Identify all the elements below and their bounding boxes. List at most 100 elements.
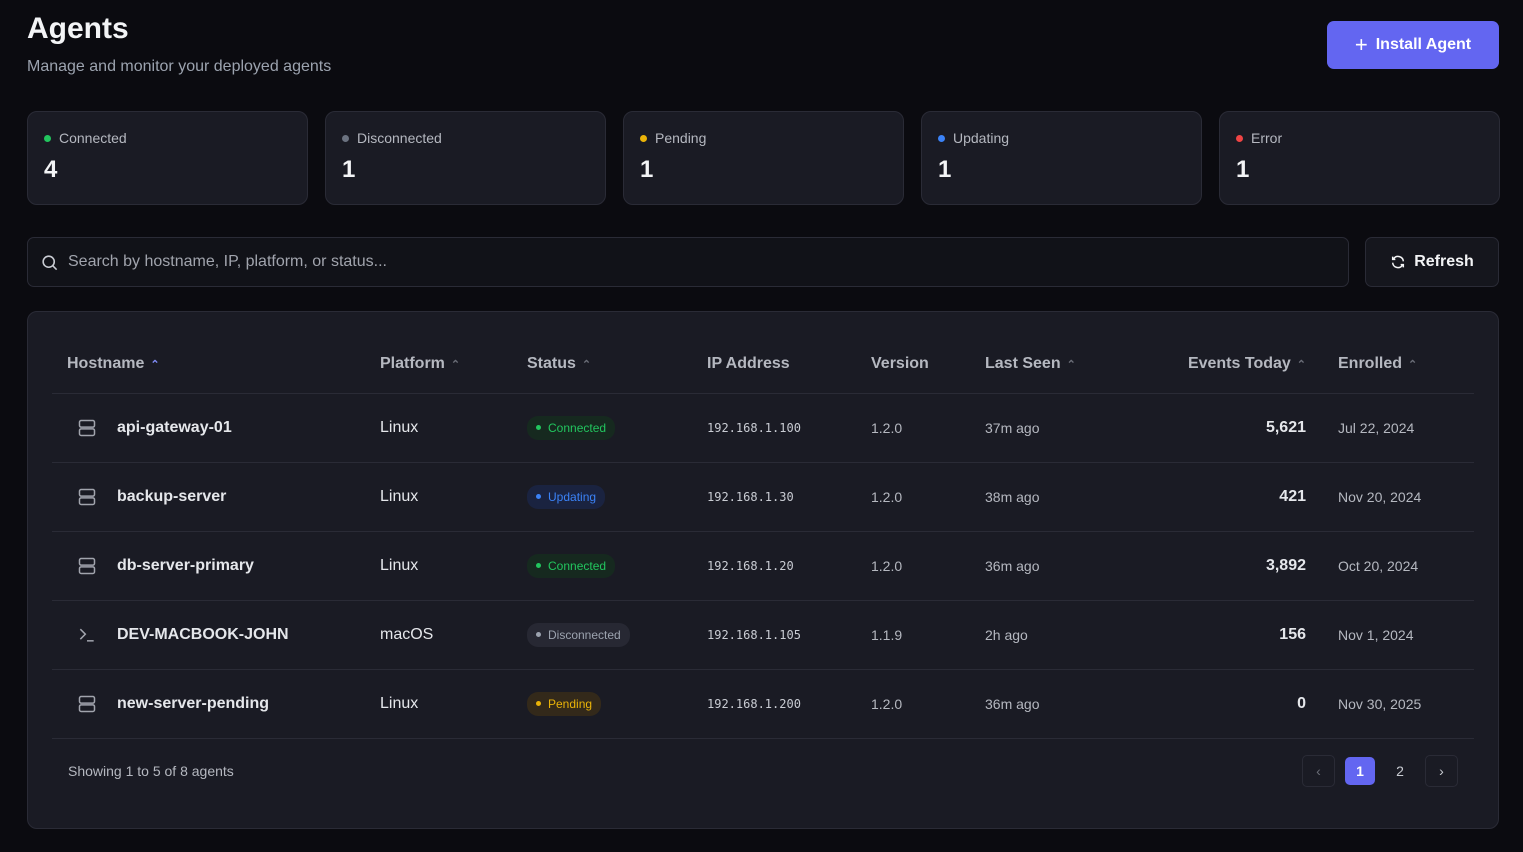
stat-label: Updating (953, 130, 1010, 146)
hostname[interactable]: new-server-pending (117, 694, 270, 712)
column-label: Enrolled (1338, 355, 1403, 373)
server-icon (77, 694, 97, 714)
status-dot-icon (536, 494, 541, 499)
enrolled-date: Oct 20, 2024 (1338, 531, 1474, 601)
plus-icon: + (1354, 32, 1368, 57)
page-subtitle: Manage and monitor your deployed agents (27, 58, 332, 75)
hostname[interactable]: db-server-primary (117, 556, 254, 574)
prev-page-button[interactable]: ‹ (1302, 755, 1335, 787)
stat-card-error: Error 1 (1219, 111, 1500, 205)
stat-card-updating: Updating 1 (921, 111, 1202, 205)
column-header-status[interactable]: Status ⌃ (527, 336, 707, 394)
server-icon (77, 418, 97, 438)
column-label: Events Today (1187, 355, 1291, 373)
pagination-summary: Showing 1 to 5 of 8 agents (68, 763, 234, 779)
version: 1.2.0 (871, 669, 985, 739)
search-icon (42, 254, 58, 270)
ip-address: 192.168.1.30 (707, 462, 871, 532)
table-row[interactable]: backup-server Linux Updating 192.168.1.3… (52, 462, 1474, 532)
hostname[interactable]: api-gateway-01 (117, 418, 232, 436)
stat-label: Disconnected (357, 130, 442, 146)
enrolled-date: Nov 30, 2025 (1338, 669, 1474, 739)
table-row[interactable]: new-server-pending Linux Pending 192.168… (52, 669, 1474, 739)
sort-chevron-up-icon: ⌃ (581, 359, 592, 372)
last-seen: 38m ago (985, 462, 1150, 532)
last-seen: 37m ago (985, 393, 1150, 463)
stat-value: 1 (938, 156, 952, 183)
enrolled-date: Jul 22, 2024 (1338, 393, 1474, 463)
status-label: Pending (548, 696, 593, 711)
stat-value: 1 (342, 156, 356, 183)
status-dot-icon (536, 425, 541, 430)
status-badge: Connected (527, 553, 616, 578)
column-label: Status (527, 355, 576, 373)
status-dot-icon (342, 134, 349, 142)
column-label: Last Seen (985, 355, 1061, 373)
status-label: Connected (548, 420, 607, 435)
column-label: Version (871, 355, 929, 373)
sort-chevron-up-icon: ⌃ (150, 359, 160, 372)
stat-value: 1 (1236, 156, 1250, 183)
sort-chevron-up-icon: ⌃ (450, 359, 461, 372)
events-today: 156 (1150, 600, 1338, 670)
page-1-button[interactable]: 1 (1345, 757, 1375, 785)
hostname[interactable]: backup-server (117, 487, 227, 505)
stat-label: Error (1251, 130, 1283, 146)
column-header-platform[interactable]: Platform ⌃ (380, 336, 527, 394)
ip-address: 192.168.1.100 (707, 393, 871, 463)
stat-label: Pending (655, 130, 707, 146)
refresh-button[interactable]: Refresh (1365, 237, 1499, 287)
stat-card-disconnected: Disconnected 1 (325, 111, 606, 205)
version: 1.1.9 (871, 600, 985, 670)
search-input[interactable] (68, 253, 1268, 271)
platform: Linux (380, 669, 527, 739)
stat-label: Connected (59, 130, 127, 146)
status-summary: Connected 4 Disconnected 1 Pending 1 Updating 1… (27, 111, 1500, 205)
column-header-ip-address: IP Address (707, 336, 871, 394)
table-row[interactable]: db-server-primary Linux Connected 192.16… (52, 531, 1474, 601)
table-row[interactable]: DEV-MACBOOK-JOHN macOS Disconnected 192.… (52, 600, 1474, 670)
refresh-label: Refresh (1414, 253, 1474, 270)
status-dot-icon (536, 701, 541, 706)
server-icon (77, 556, 97, 576)
status-dot-icon (44, 134, 51, 142)
table-row[interactable]: api-gateway-01 Linux Connected 192.168.1… (52, 393, 1474, 463)
install-agent-button[interactable]: + Install Agent (1327, 21, 1499, 69)
stat-card-connected: Connected 4 (27, 111, 308, 205)
platform: macOS (380, 600, 527, 670)
status-label: Disconnected (548, 627, 621, 642)
status-dot-icon (536, 632, 541, 637)
column-header-events-today[interactable]: Events Today ⌃ (1150, 336, 1338, 394)
last-seen: 36m ago (985, 531, 1150, 601)
events-today: 3,892 (1150, 531, 1338, 601)
column-header-enrolled[interactable]: Enrolled ⌃ (1338, 336, 1474, 394)
status-label: Connected (548, 558, 607, 573)
search-bar[interactable] (27, 237, 1349, 287)
status-dot-icon (1236, 134, 1243, 142)
enrolled-date: Nov 20, 2024 (1338, 462, 1474, 532)
last-seen: 2h ago (985, 600, 1150, 670)
terminal-icon (77, 625, 97, 645)
hostname[interactable]: DEV-MACBOOK-JOHN (117, 625, 289, 643)
platform: Linux (380, 531, 527, 601)
sort-chevron-up-icon: ⌃ (1408, 359, 1418, 372)
platform: Linux (380, 462, 527, 532)
sort-chevron-up-icon: ⌃ (1296, 359, 1306, 372)
chevron-left-icon: ‹ (1316, 763, 1321, 779)
column-header-hostname[interactable]: Hostname ⌃ (52, 336, 380, 394)
column-label: Hostname (67, 355, 145, 373)
column-header-version: Version (871, 336, 985, 394)
refresh-icon (1392, 255, 1405, 269)
next-page-button[interactable]: › (1425, 755, 1458, 787)
stat-value: 1 (640, 156, 654, 183)
status-dot-icon (536, 563, 541, 568)
version: 1.2.0 (871, 393, 985, 463)
pagination: ‹ 1 2 › (1302, 755, 1458, 787)
page-title: Agents (27, 12, 129, 45)
page-2-button[interactable]: 2 (1385, 755, 1415, 787)
events-today: 0 (1150, 669, 1338, 739)
column-header-last-seen[interactable]: Last Seen ⌃ (985, 336, 1150, 394)
events-today: 421 (1150, 462, 1338, 532)
events-today: 5,621 (1150, 393, 1338, 463)
status-badge: Disconnected (527, 622, 630, 647)
